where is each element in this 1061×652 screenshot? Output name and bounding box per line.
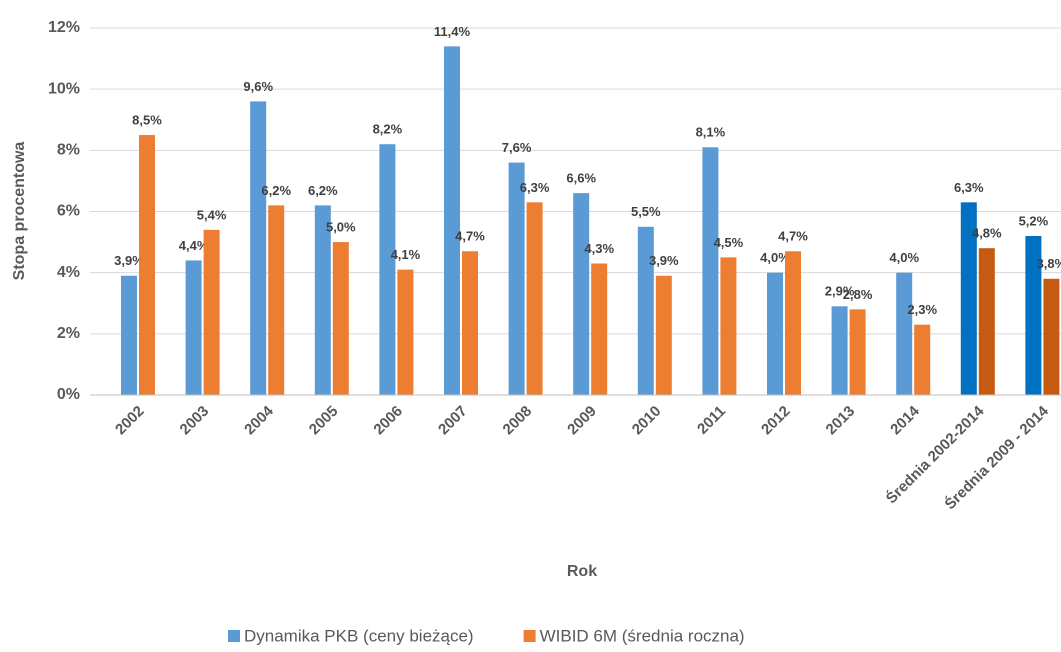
value-label: 4,0% (889, 250, 919, 265)
x-tick-label: Średnia 2009 - 2014 (941, 401, 1053, 513)
value-label: 7,6% (502, 140, 532, 155)
value-label: 2,3% (907, 302, 937, 317)
bar (849, 309, 866, 395)
bar (785, 251, 801, 395)
y-axis-title: Stopa procentowa (11, 142, 28, 281)
x-tick-label: 2006 (370, 403, 406, 439)
bar (914, 324, 931, 395)
legend-label: WIBID 6M (średnia roczna) (540, 626, 745, 645)
bar (655, 275, 672, 395)
bar (573, 193, 590, 395)
x-tick-label: 2002 (112, 403, 148, 439)
bar (896, 272, 913, 395)
bar (637, 226, 654, 395)
value-label: 4,1% (391, 247, 421, 262)
bar (960, 202, 977, 395)
value-label: 11,4% (434, 24, 471, 39)
bar (268, 205, 285, 395)
value-label: 8,2% (373, 122, 403, 137)
bar (1043, 278, 1060, 395)
bar (526, 202, 543, 395)
value-label: 8,1% (696, 125, 726, 140)
x-tick-label: 2010 (629, 403, 665, 439)
bar (978, 248, 995, 395)
value-label: 6,2% (308, 183, 338, 198)
x-tick-label: 2005 (306, 403, 342, 439)
x-axis-title: Rok (567, 563, 597, 580)
value-label: 5,4% (197, 207, 227, 222)
value-label: 4,8% (972, 226, 1002, 241)
y-tick-label: 8% (57, 142, 80, 159)
value-label: 6,3% (520, 180, 550, 195)
value-label: 5,0% (326, 220, 356, 235)
x-tick-label: 2004 (241, 402, 277, 438)
bar (250, 101, 267, 396)
value-label: 9,6% (243, 79, 273, 94)
value-label: 6,6% (566, 171, 596, 186)
value-label: 4,7% (778, 229, 808, 244)
value-label: 3,9% (114, 253, 144, 268)
y-tick-label: 6% (57, 203, 80, 220)
bar (121, 275, 137, 395)
bar (462, 251, 478, 395)
x-tick-label: 2014 (887, 402, 923, 438)
bar (767, 272, 783, 395)
value-label: 4,3% (584, 241, 614, 256)
bar (720, 257, 737, 395)
bar (444, 46, 460, 395)
value-label: 8,5% (132, 112, 162, 127)
value-label: 4,0% (760, 250, 790, 265)
y-tick-label: 4% (57, 264, 80, 281)
bar (508, 162, 525, 395)
bar (203, 229, 220, 395)
bar (332, 242, 349, 395)
x-tick-label: 2008 (500, 403, 536, 439)
x-tick-label: 2013 (823, 403, 859, 439)
bar (591, 263, 608, 395)
bar (314, 205, 331, 395)
value-label: 5,5% (631, 204, 661, 219)
y-tick-label: 2% (57, 325, 80, 342)
value-label: 3,9% (649, 253, 679, 268)
value-label: 4,7% (455, 229, 485, 244)
x-tick-label: 2012 (758, 403, 794, 439)
y-tick-label: 12% (48, 19, 80, 36)
bar (139, 135, 155, 395)
bar (379, 144, 396, 395)
x-tick-label: 2007 (435, 403, 471, 439)
bar (185, 260, 202, 395)
x-tick-label: 2003 (177, 403, 213, 439)
x-tick-label: 2009 (564, 403, 600, 439)
bar (702, 147, 719, 395)
value-label: 6,3% (954, 180, 984, 195)
value-label: 4,5% (714, 235, 744, 250)
legend-swatch (228, 630, 240, 642)
value-label: 4,4% (179, 238, 209, 253)
x-tick-label: 2011 (694, 403, 729, 438)
value-label: 2,8% (843, 287, 873, 302)
bar (1025, 235, 1042, 395)
bar (397, 269, 414, 395)
value-label: 6,2% (261, 183, 291, 198)
value-label: 3,8% (1037, 256, 1061, 271)
y-tick-label: 10% (48, 80, 80, 97)
value-label: 2,9% (825, 284, 855, 299)
y-tick-label: 0% (57, 386, 80, 403)
value-label: 5,2% (1019, 213, 1049, 228)
legend-swatch (523, 630, 536, 642)
legend-label: Dynamika PKB (ceny bieżące) (244, 626, 474, 645)
bar (831, 306, 848, 395)
